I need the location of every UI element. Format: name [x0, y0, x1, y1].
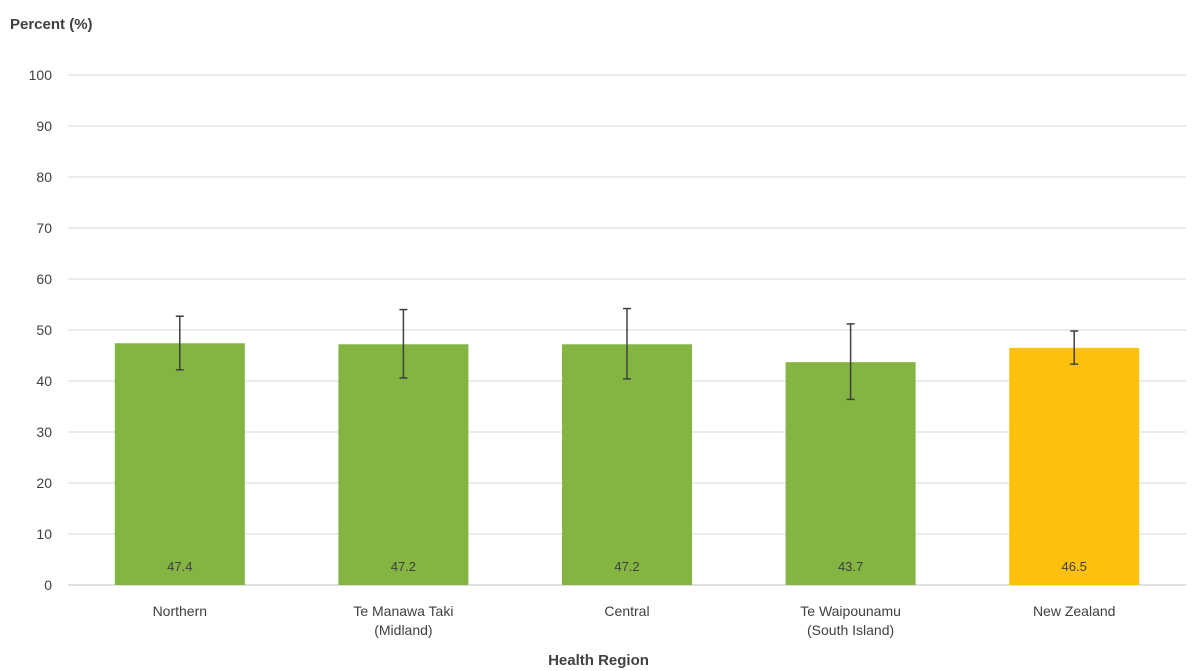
x-axis-title: Health Region — [548, 652, 649, 669]
bar — [1009, 347, 1140, 585]
y-tick-label: 0 — [44, 577, 52, 593]
x-tick-label: Te Manawa Taki — [353, 603, 453, 619]
data-label: 47.2 — [391, 559, 416, 574]
y-tick-label: 60 — [36, 271, 52, 287]
x-tick-label: Central — [604, 603, 649, 619]
bar — [562, 344, 692, 585]
y-tick-label: 40 — [36, 373, 52, 389]
x-tick-label: New Zealand — [1033, 603, 1116, 619]
y-tick-label: 90 — [36, 118, 52, 134]
x-tick-label: Northern — [153, 603, 207, 619]
y-axis-title: Percent (%) — [10, 16, 93, 33]
y-tick-label: 10 — [36, 526, 52, 542]
x-tick-label: (Midland) — [374, 622, 432, 638]
data-label: 43.7 — [838, 559, 863, 574]
y-tick-label: 70 — [36, 220, 52, 236]
y-tick-label: 100 — [29, 67, 53, 83]
data-label: 47.2 — [614, 559, 639, 574]
data-label: 46.5 — [1062, 559, 1087, 574]
y-tick-label: 50 — [36, 322, 52, 338]
x-tick-label: (South Island) — [807, 622, 894, 638]
y-tick-label: 80 — [36, 169, 52, 185]
bar — [114, 343, 245, 585]
bar — [338, 344, 469, 585]
y-tick-label: 20 — [36, 475, 52, 491]
y-tick-label: 30 — [36, 424, 52, 440]
data-label: 47.4 — [167, 559, 192, 574]
x-tick-label: Te Waipounamu — [800, 603, 901, 619]
